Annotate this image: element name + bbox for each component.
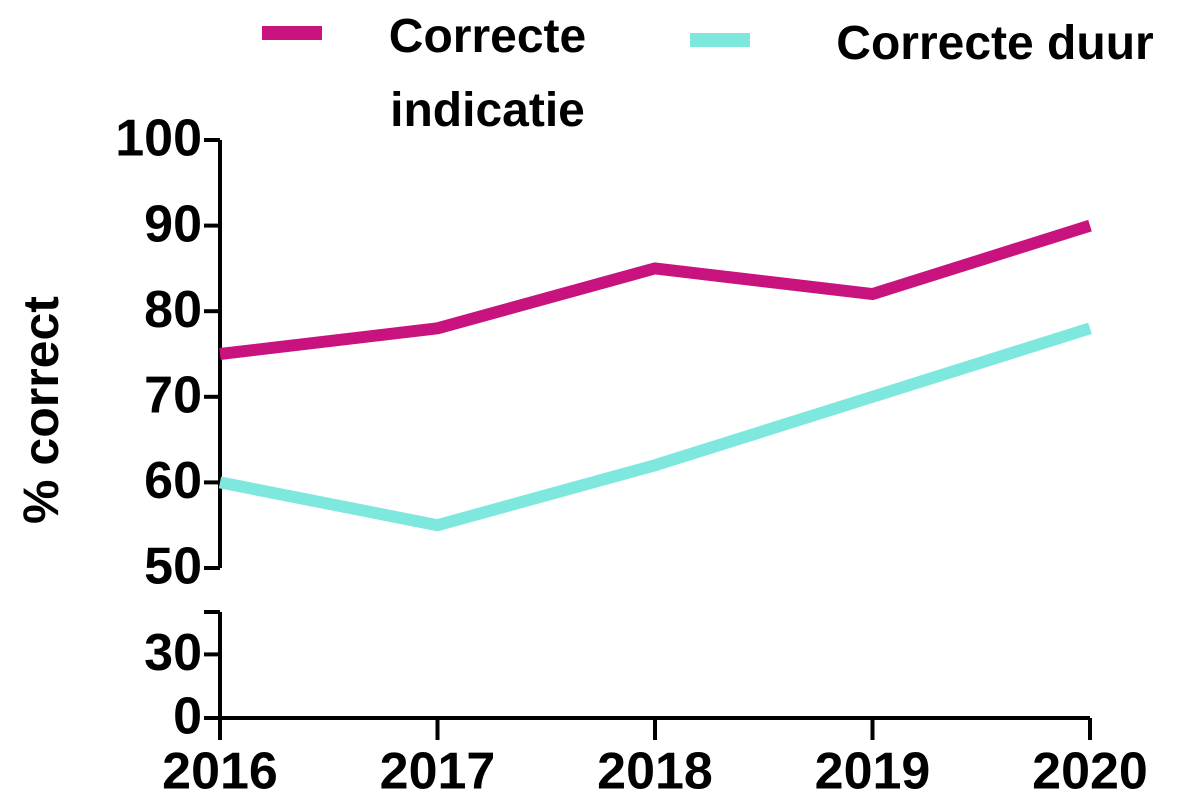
x-tick-label: 2016 xyxy=(162,743,278,801)
y-tick-label: 70 xyxy=(144,367,202,425)
series-line xyxy=(219,219,1092,360)
y-tick-label: 100 xyxy=(115,110,202,168)
y-tick-label: 60 xyxy=(144,452,202,510)
x-tick-label: 2019 xyxy=(815,743,931,801)
y-tick-label: 90 xyxy=(144,195,202,253)
x-tick-label: 2018 xyxy=(597,743,713,801)
y-tick-label: 80 xyxy=(144,281,202,339)
legend-label: Correcte duur xyxy=(836,17,1154,70)
y-tick-label: 30 xyxy=(144,624,202,682)
y-tick-label: 0 xyxy=(173,688,202,746)
y-tick-label: 50 xyxy=(144,538,202,596)
series-line xyxy=(218,322,1092,532)
x-tick-label: 2020 xyxy=(1032,743,1148,801)
legend-label: Correcte indicatie xyxy=(388,10,587,137)
x-tick-label: 2017 xyxy=(380,743,496,801)
y-axis-label: % correct xyxy=(13,296,69,524)
